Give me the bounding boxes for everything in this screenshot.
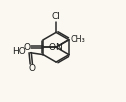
Text: CH₃: CH₃ (71, 35, 86, 44)
Text: O: O (49, 43, 56, 52)
Text: O: O (28, 64, 35, 73)
Text: Cl: Cl (52, 12, 60, 21)
Text: N: N (55, 43, 62, 52)
Text: O: O (23, 43, 30, 52)
Text: HO: HO (13, 47, 26, 56)
